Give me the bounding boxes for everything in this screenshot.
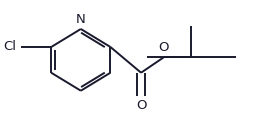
Text: O: O — [158, 41, 169, 54]
Text: N: N — [76, 13, 86, 26]
Text: Cl: Cl — [4, 41, 17, 53]
Text: O: O — [136, 99, 146, 112]
